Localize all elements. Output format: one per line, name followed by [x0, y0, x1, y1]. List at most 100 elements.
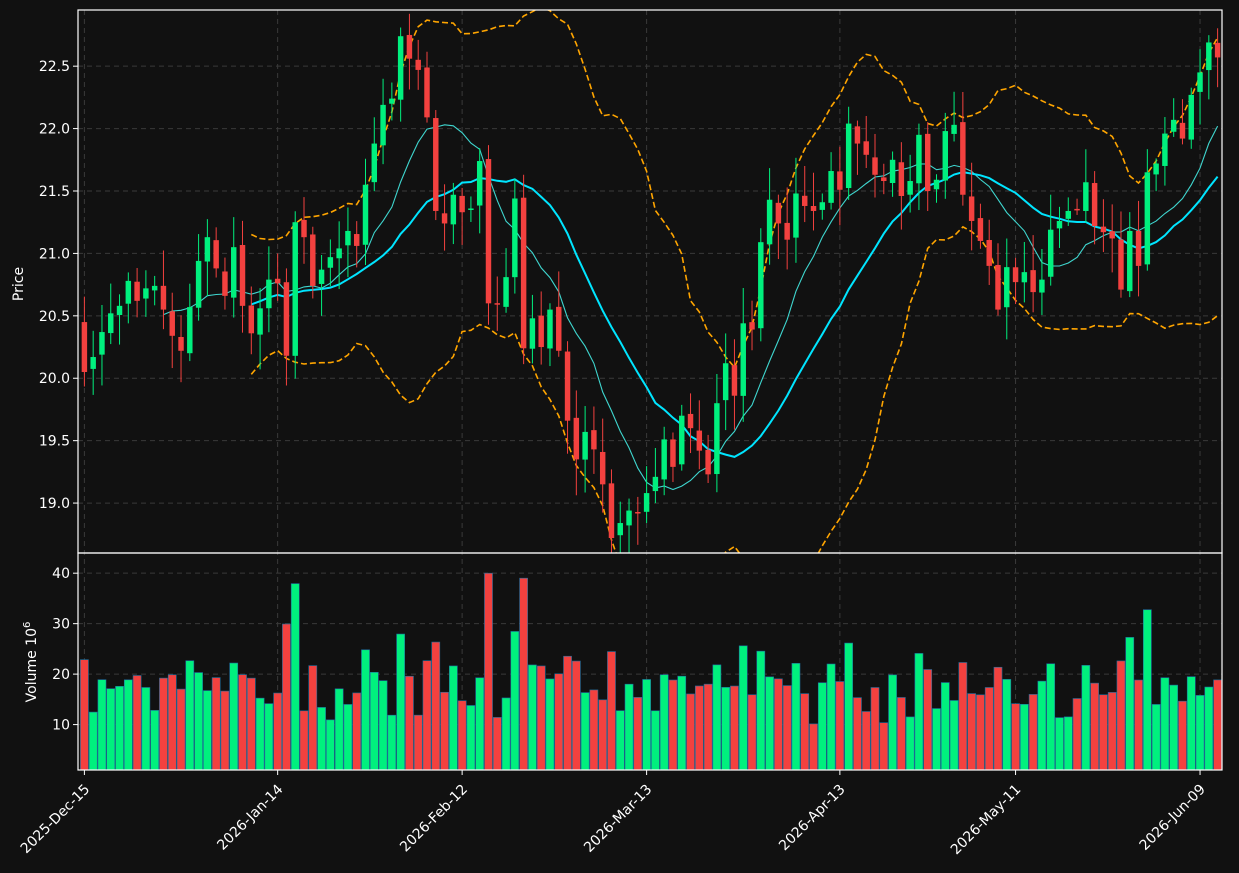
price-tick-label: 20.5: [39, 309, 70, 325]
volume-bar: [299, 710, 309, 771]
candle-body: [556, 306, 562, 351]
volume-bar: [159, 677, 168, 771]
volume-bar: [756, 650, 766, 771]
volume-bar: [238, 674, 247, 771]
volume-bar: [1151, 704, 1161, 771]
candle-body: [582, 431, 588, 460]
candle: [116, 294, 123, 345]
volume-bar: [703, 683, 713, 771]
volume-bar: [1090, 682, 1099, 771]
axes-frames: [77, 9, 1223, 771]
candle-body: [134, 281, 140, 301]
candle-body: [995, 264, 1001, 310]
candle-body: [266, 279, 272, 309]
candle-body: [125, 280, 132, 304]
candle-body: [731, 365, 738, 396]
candle-body: [661, 439, 667, 480]
candle: [81, 296, 88, 387]
candle: [599, 418, 606, 513]
volume-bar: [809, 723, 818, 771]
candle: [1074, 198, 1080, 215]
candle: [564, 341, 571, 454]
volume-bar: [326, 719, 335, 771]
candle: [415, 39, 421, 90]
bollinger-bands: [250, 10, 1219, 553]
candle: [125, 272, 132, 324]
candle-body: [380, 104, 386, 146]
candle-body: [1083, 182, 1089, 211]
candle: [661, 426, 667, 496]
candle-body: [424, 67, 430, 118]
volume-bar: [141, 687, 151, 771]
volume-bar: [817, 682, 827, 771]
candle: [608, 469, 615, 553]
candle-body: [749, 322, 755, 330]
candle-body: [881, 177, 887, 182]
candle: [345, 207, 351, 278]
volume-bar: [484, 572, 493, 771]
candle-body: [564, 351, 571, 421]
candle-body: [441, 213, 448, 224]
volume-bar: [1020, 703, 1029, 771]
volume-bar: [976, 694, 985, 771]
candle-body: [1162, 133, 1168, 166]
price-tick-label: 20.0: [39, 371, 70, 387]
price-axis-label: Price: [11, 267, 27, 301]
candle: [626, 498, 632, 553]
volume-bar: [211, 677, 221, 771]
volume-bar: [317, 707, 326, 771]
candle-body: [222, 271, 228, 296]
volume-bar: [580, 692, 590, 771]
candle: [854, 120, 861, 175]
candle-body: [986, 240, 992, 266]
candle-body: [283, 282, 290, 356]
candle: [635, 496, 641, 545]
candle: [758, 228, 764, 342]
candle: [696, 400, 703, 470]
candle: [1206, 35, 1212, 100]
candle-body: [1179, 122, 1186, 139]
volume-bar: [659, 674, 669, 771]
volume-bar: [598, 699, 608, 771]
candle-body: [819, 202, 826, 210]
candle: [687, 393, 694, 454]
candle-body: [1135, 230, 1142, 266]
volume-bar: [378, 680, 388, 771]
candle-body: [968, 196, 975, 221]
candle-body: [872, 157, 878, 175]
volume-bar: [651, 710, 660, 771]
candle: [134, 268, 140, 318]
candle-body: [766, 199, 773, 245]
volume-bar: [123, 679, 133, 771]
price-tick-label: 22.5: [39, 59, 70, 75]
candle-body: [1170, 119, 1177, 132]
candle: [986, 219, 992, 285]
candle: [503, 248, 509, 313]
candle-body: [635, 511, 641, 514]
candle: [889, 151, 896, 197]
volume-bar: [167, 674, 177, 771]
candle-body: [933, 179, 940, 190]
volume-bar: [176, 688, 186, 771]
volume-bar: [422, 660, 432, 771]
candle-body: [810, 206, 817, 211]
volume-bar: [308, 665, 318, 771]
candle-body: [1144, 172, 1151, 265]
volume-bar: [1125, 637, 1135, 771]
candle: [1162, 117, 1168, 186]
volume-bar: [290, 583, 300, 771]
candle-body: [924, 133, 931, 191]
volume-tick-label: 20: [52, 667, 70, 683]
candle-body: [178, 336, 184, 351]
candle: [1091, 171, 1098, 245]
candle: [292, 211, 298, 379]
candle: [591, 406, 597, 474]
candle-body: [187, 307, 193, 354]
candle: [476, 148, 483, 234]
candle: [810, 172, 817, 231]
volume-bar: [765, 676, 774, 771]
candle-body: [679, 415, 685, 465]
candle: [1047, 194, 1054, 286]
volume-bar: [870, 687, 880, 771]
candle: [520, 174, 527, 365]
